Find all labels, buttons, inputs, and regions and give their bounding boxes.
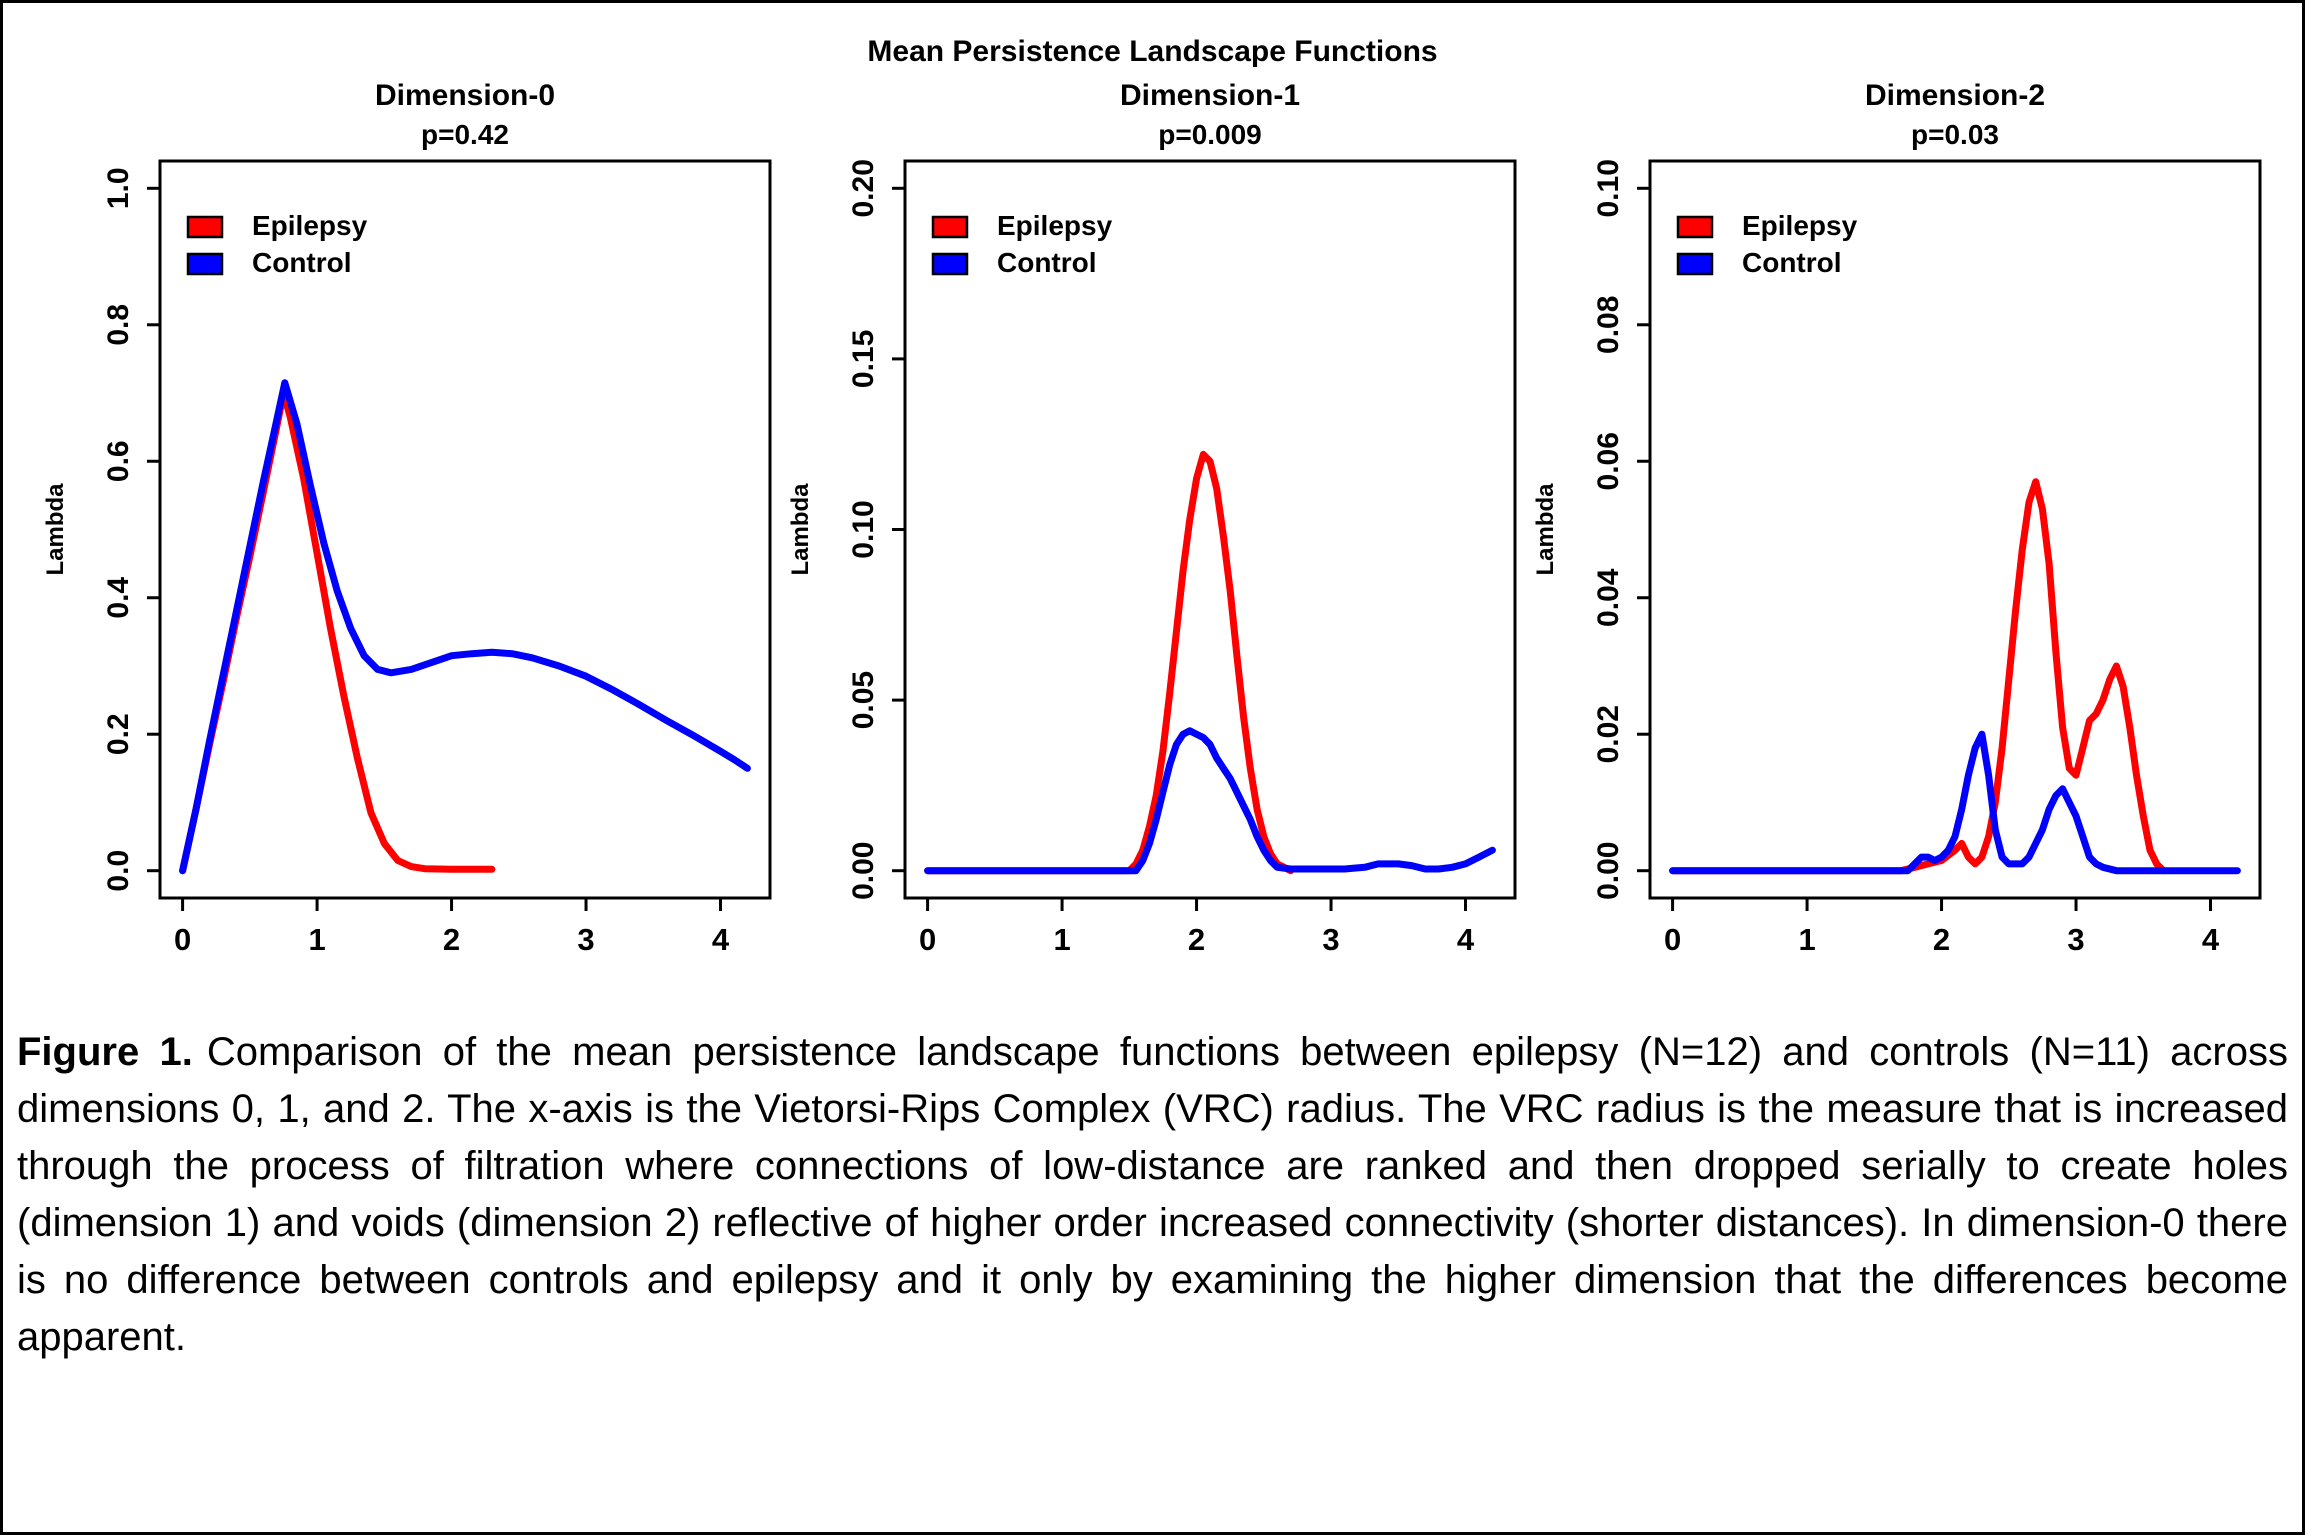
figure-caption-label: Figure 1. (17, 1030, 193, 1074)
control-curve (179, 379, 751, 875)
legend-swatch-control (1676, 252, 1714, 276)
y-axis-label-lambda: Lambda (787, 483, 814, 576)
y-tick-label: 0.02 (1592, 705, 1625, 763)
y-tick-label: 0.2 (102, 713, 135, 755)
control-curve (1669, 730, 2241, 875)
y-tick-label: 0.4 (102, 577, 135, 619)
y-tick-label: 0.05 (847, 671, 880, 729)
control-curve (924, 727, 1496, 875)
figure-caption: Figure 1. Comparison of the mean persiste… (17, 1024, 2288, 1366)
x-tick-label: 2 (443, 922, 460, 957)
chart-panel-dimension-2: Dimension-2 p=0.03 0 1 2 3 4 0.00 0.02 0.04 0.06… (1525, 77, 2270, 1008)
x-tick-label: 4 (1457, 922, 1475, 957)
x-tick-label: 0 (919, 922, 936, 957)
charts-row: Dimension-0 p=0.42 0 1 2 3 4 0.0 0.2 0.4 0.6 0.8 1… (3, 77, 2302, 1008)
x-tick-label: 1 (1053, 922, 1070, 957)
y-tick-label: 0.06 (1592, 432, 1625, 490)
epilepsy-curve (924, 450, 1295, 875)
x-tick-label: 3 (1322, 922, 1339, 957)
y-axis-label-lambda: Lambda (1532, 483, 1559, 576)
legend-label-epilepsy: Epilepsy (252, 210, 368, 241)
chart-title-dimension-0: Dimension-0 (374, 79, 556, 112)
x-tick-label: 3 (577, 922, 594, 957)
y-tick-label: 0.04 (1592, 568, 1625, 627)
y-tick-label: 0.8 (102, 304, 135, 346)
chart-svg-dimension-0: 0 1 2 3 4 0.0 0.2 0.4 0.6 0.8 1.0 Lambda Epilepsy Con… (42, 159, 772, 957)
chart-svg-dimension-2: 0 1 2 3 4 0.00 0.02 0.04 0.06 0.08 0.10 Lambda Epile… (1532, 159, 2262, 957)
plot-box (158, 159, 772, 900)
legend-label-epilepsy: Epilepsy (997, 210, 1113, 241)
epilepsy-curve (1669, 478, 2167, 875)
x-tick-label: 2 (1188, 922, 1205, 957)
y-tick-label: 0.00 (1592, 842, 1625, 900)
legend-label-control: Control (997, 247, 1097, 278)
y-tick-label: 0.10 (1592, 159, 1625, 217)
legend-label-control: Control (252, 247, 352, 278)
x-tick-label: 4 (2202, 922, 2220, 957)
figure-caption-text: Comparison of the mean persistence lands… (17, 1030, 2288, 1359)
y-tick-label: 0.6 (102, 440, 135, 482)
chart-pvalue-dimension-1: p=0.009 (1158, 119, 1262, 150)
legend-label-epilepsy: Epilepsy (1742, 210, 1858, 241)
x-tick-label: 2 (1933, 922, 1950, 957)
chart-panel-dimension-1: Dimension-1 p=0.009 0 1 2 3 4 0.00 0.05 0.10 0.1… (780, 77, 1525, 1008)
chart-pvalue-dimension-2: p=0.03 (1911, 119, 1999, 150)
y-tick-label: 0.20 (847, 159, 880, 217)
y-tick-label: 0.00 (847, 842, 880, 900)
plot-box (1648, 159, 2262, 900)
chart-svg-dimension-1: 0 1 2 3 4 0.00 0.05 0.10 0.15 0.20 Lambda Epilepsy C… (787, 159, 1517, 957)
x-tick-label: 3 (2067, 922, 2084, 957)
chart-title-dimension-2: Dimension-2 (1864, 79, 2046, 112)
x-tick-label: 1 (308, 922, 325, 957)
legend-swatch-epilepsy (1676, 215, 1714, 239)
y-tick-label: 0.08 (1592, 296, 1625, 354)
figure-title: Mean Persistence Landscape Functions (867, 35, 1438, 68)
y-tick-label: 0.0 (102, 850, 135, 892)
y-tick-label: 0.15 (847, 330, 880, 388)
legend-label-control: Control (1742, 247, 1842, 278)
legend-swatch-control (186, 252, 224, 276)
legend-swatch-control (931, 252, 969, 276)
plot-box (903, 159, 1517, 900)
legend-swatch-epilepsy (186, 215, 224, 239)
legend-swatch-epilepsy (931, 215, 969, 239)
y-tick-label: 0.10 (847, 500, 880, 558)
chart-pvalue-dimension-0: p=0.42 (421, 119, 509, 150)
y-axis-label-lambda: Lambda (42, 483, 69, 576)
x-tick-label: 0 (1664, 922, 1681, 957)
y-tick-label: 1.0 (102, 167, 135, 209)
x-tick-label: 4 (712, 922, 730, 957)
x-tick-label: 0 (174, 922, 191, 957)
chart-title-dimension-1: Dimension-1 (1119, 79, 1301, 112)
x-tick-label: 1 (1798, 922, 1815, 957)
chart-panel-dimension-0: Dimension-0 p=0.42 0 1 2 3 4 0.0 0.2 0.4 0.6 0.8 1… (35, 77, 780, 1008)
